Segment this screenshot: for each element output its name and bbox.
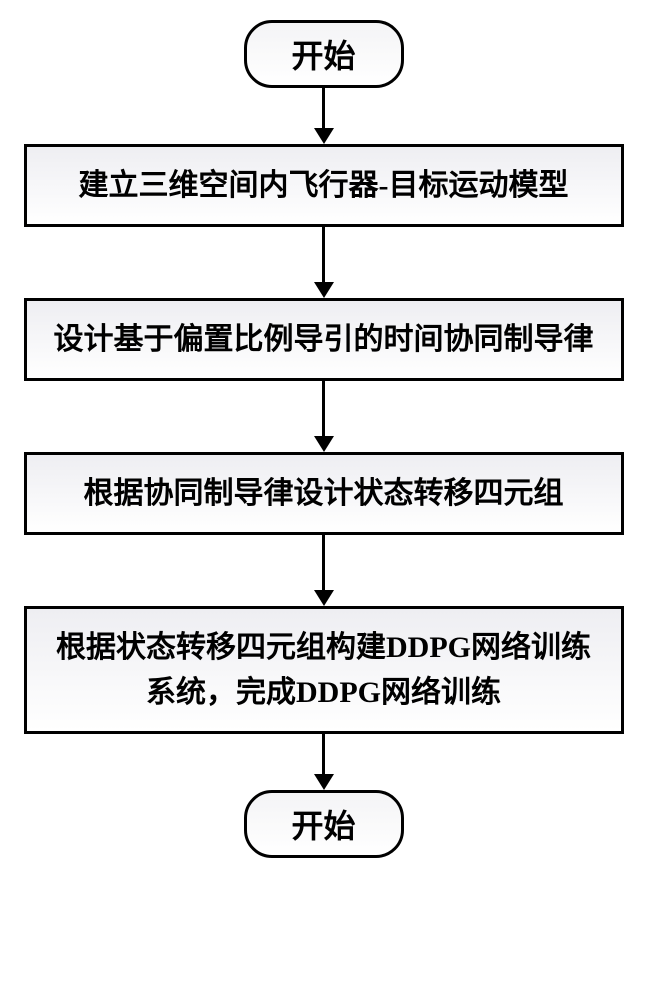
end-terminal: 开始 [244,790,404,858]
process-label: 根据状态转移四元组构建DDPG网络训练系统，完成DDPG网络训练 [56,631,591,709]
arrow-head-icon [314,774,334,790]
end-label: 开始 [291,808,355,844]
arrow-3 [314,381,334,452]
arrow-4 [314,535,334,606]
start-terminal: 开始 [244,20,404,88]
arrow-line [322,381,325,436]
arrow-line [322,88,325,128]
process-step-2: 设计基于偏置比例导引的时间协同制导律 [24,298,624,381]
process-label: 根据协同制导律设计状态转移四元组 [84,477,564,510]
arrow-head-icon [314,436,334,452]
process-step-1: 建立三维空间内飞行器-目标运动模型 [24,144,624,227]
arrow-line [322,734,325,774]
process-label: 设计基于偏置比例导引的时间协同制导律 [54,323,594,356]
arrow-line [322,227,325,282]
arrow-2 [314,227,334,298]
arrow-head-icon [314,590,334,606]
process-label: 建立三维空间内飞行器-目标运动模型 [79,169,569,202]
arrow-5 [314,734,334,790]
flowchart-container: 开始 建立三维空间内飞行器-目标运动模型 设计基于偏置比例导引的时间协同制导律 … [0,0,647,858]
arrow-head-icon [314,282,334,298]
arrow-line [322,535,325,590]
process-step-3: 根据协同制导律设计状态转移四元组 [24,452,624,535]
arrow-1 [314,88,334,144]
arrow-head-icon [314,128,334,144]
process-step-4: 根据状态转移四元组构建DDPG网络训练系统，完成DDPG网络训练 [24,606,624,734]
start-label: 开始 [291,38,355,74]
